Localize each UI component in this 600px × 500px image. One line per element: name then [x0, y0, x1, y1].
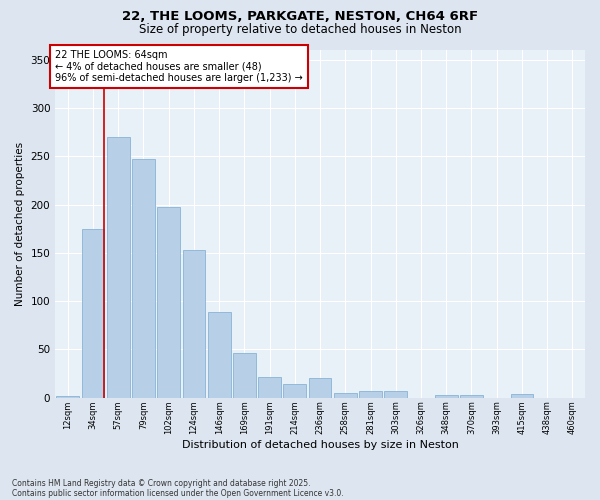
Text: 22 THE LOOMS: 64sqm
← 4% of detached houses are smaller (48)
96% of semi-detache: 22 THE LOOMS: 64sqm ← 4% of detached hou…: [55, 50, 303, 83]
Bar: [233, 354, 256, 398]
Y-axis label: Number of detached properties: Number of detached properties: [15, 142, 25, 306]
Text: Size of property relative to detached houses in Neston: Size of property relative to detached ho…: [139, 22, 461, 36]
Bar: [182, 250, 205, 398]
Bar: [56, 396, 79, 398]
Bar: [435, 395, 458, 398]
Bar: [309, 378, 331, 398]
Bar: [460, 395, 483, 398]
Bar: [82, 228, 104, 398]
Bar: [258, 376, 281, 398]
Bar: [157, 206, 180, 398]
Bar: [359, 391, 382, 398]
Bar: [283, 384, 306, 398]
Text: Contains HM Land Registry data © Crown copyright and database right 2025.: Contains HM Land Registry data © Crown c…: [12, 478, 311, 488]
Bar: [208, 312, 230, 398]
X-axis label: Distribution of detached houses by size in Neston: Distribution of detached houses by size …: [182, 440, 458, 450]
Bar: [511, 394, 533, 398]
Bar: [385, 391, 407, 398]
Text: Contains public sector information licensed under the Open Government Licence v3: Contains public sector information licen…: [12, 488, 344, 498]
Bar: [334, 393, 356, 398]
Text: 22, THE LOOMS, PARKGATE, NESTON, CH64 6RF: 22, THE LOOMS, PARKGATE, NESTON, CH64 6R…: [122, 10, 478, 23]
Bar: [132, 159, 155, 398]
Bar: [107, 137, 130, 398]
